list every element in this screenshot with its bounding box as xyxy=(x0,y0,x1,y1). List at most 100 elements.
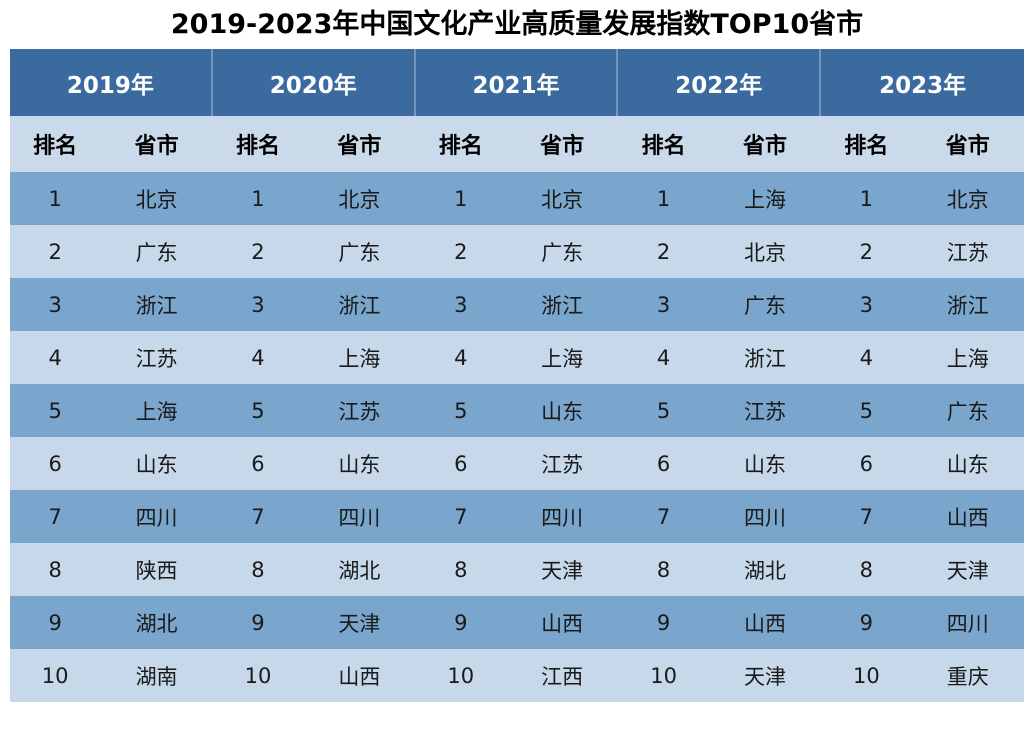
rank-cell: 4 xyxy=(656,345,671,370)
rank-column-header: 排名 xyxy=(33,134,78,159)
province-cell: 广东 xyxy=(541,240,584,265)
rank-cell: 3 xyxy=(48,292,62,317)
page: 2019-2023年中国文化产业高质量发展指数TOP10省市 2019年 202… xyxy=(0,9,1034,702)
rank-cell: 7 xyxy=(656,504,671,529)
province-cell: 山西 xyxy=(541,611,584,636)
province-cell: 江苏 xyxy=(338,399,381,424)
province-cell: 浙江 xyxy=(338,293,381,318)
province-cell: 浙江 xyxy=(946,293,989,318)
rank-cell: 5 xyxy=(251,398,265,423)
rank-cell: 4 xyxy=(859,345,874,370)
province-cell: 江苏 xyxy=(946,240,989,265)
province-cell: 天津 xyxy=(541,558,584,583)
province-cell: 四川 xyxy=(743,505,786,530)
rank-cell: 2 xyxy=(251,239,265,264)
rank-cell: 8 xyxy=(251,557,265,582)
province-cell: 山西 xyxy=(743,611,786,636)
rank-cell: 10 xyxy=(41,663,69,688)
province-cell: 四川 xyxy=(541,505,584,530)
province-cell: 北京 xyxy=(135,187,178,212)
province-cell: 北京 xyxy=(743,240,786,265)
rank-cell: 9 xyxy=(859,610,874,635)
rank-column-header: 排名 xyxy=(438,134,483,159)
rank-cell: 3 xyxy=(454,292,468,317)
year-header-2020: 2020年 xyxy=(213,49,416,116)
rank-cell: 10 xyxy=(244,663,272,688)
province-cell: 上海 xyxy=(743,187,786,212)
table-row: 5 上海 5 江苏 5 山东 5 江苏 5 广东 xyxy=(10,384,1024,437)
province-cell: 山东 xyxy=(743,452,786,477)
rank-cell: 8 xyxy=(656,557,671,582)
province-cell: 山东 xyxy=(946,452,989,477)
province-cell: 山东 xyxy=(135,452,178,477)
province-cell: 湖南 xyxy=(135,664,178,689)
rank-cell: 5 xyxy=(656,398,671,423)
rank-cell: 5 xyxy=(48,398,62,423)
rank-cell: 3 xyxy=(656,292,671,317)
rank-cell: 8 xyxy=(48,557,62,582)
province-cell: 江苏 xyxy=(541,452,584,477)
province-cell: 天津 xyxy=(338,611,381,636)
column-header-row: 排名 省市 排名 省市 排名 省市 排名 省市 排名 省市 xyxy=(10,116,1024,172)
table-row: 7 四川 7 四川 7 四川 7 四川 7 山西 xyxy=(10,490,1024,543)
province-cell: 重庆 xyxy=(946,664,989,689)
rank-cell: 6 xyxy=(454,451,468,476)
province-column-header: 省市 xyxy=(540,134,585,159)
table-row: 6 山东 6 山东 6 江苏 6 山东 6 山东 xyxy=(10,437,1024,490)
rank-cell: 1 xyxy=(251,186,265,211)
rank-cell: 7 xyxy=(251,504,265,529)
rank-cell: 3 xyxy=(859,292,874,317)
province-column-header: 省市 xyxy=(134,134,179,159)
province-cell: 山东 xyxy=(541,399,584,424)
province-cell: 四川 xyxy=(946,611,989,636)
rank-cell: 9 xyxy=(656,610,671,635)
province-cell: 四川 xyxy=(135,505,178,530)
province-cell: 北京 xyxy=(541,187,584,212)
year-header-2019: 2019年 xyxy=(10,49,213,116)
rank-cell: 7 xyxy=(48,504,62,529)
table-row: 2 广东 2 广东 2 广东 2 北京 2 江苏 xyxy=(10,225,1024,278)
year-header-2022: 2022年 xyxy=(618,49,822,116)
table-body: 1 北京 1 北京 1 北京 1 上海 1 北京 2 广东 2 广东 2 广东 2 北京 2 江苏 3 浙江 3 浙江 3 浙江 3… xyxy=(10,172,1024,702)
year-header-2021: 2021年 xyxy=(416,49,619,116)
rank-cell: 8 xyxy=(859,557,874,582)
province-cell: 上海 xyxy=(541,346,584,371)
year-header-2023: 2023年 xyxy=(879,72,967,99)
province-cell: 浙江 xyxy=(135,293,178,318)
province-cell: 浙江 xyxy=(743,346,786,371)
rank-cell: 6 xyxy=(48,451,62,476)
rank-cell: 1 xyxy=(656,186,671,211)
rank-cell: 2 xyxy=(656,239,671,264)
province-cell: 江苏 xyxy=(135,346,178,371)
province-cell: 天津 xyxy=(743,664,786,689)
ranking-table: 2019年 2020年 2021年 2022年 2023年 排名 省市 排名 省市 排名… xyxy=(10,49,1024,702)
rank-cell: 4 xyxy=(48,345,62,370)
province-cell: 山东 xyxy=(338,452,381,477)
province-cell: 湖北 xyxy=(743,558,786,583)
province-cell: 浙江 xyxy=(541,293,584,318)
rank-cell: 6 xyxy=(859,451,874,476)
rank-column-header: 排名 xyxy=(235,134,280,159)
province-column-header: 省市 xyxy=(742,134,787,159)
rank-cell: 4 xyxy=(454,345,468,370)
rank-cell: 2 xyxy=(48,239,62,264)
province-cell: 江西 xyxy=(541,664,584,689)
rank-cell: 9 xyxy=(251,610,265,635)
year-header-row: 2019年 2020年 2021年 2022年 2023年 xyxy=(10,49,1024,116)
rank-cell: 4 xyxy=(251,345,265,370)
province-cell: 广东 xyxy=(135,240,178,265)
province-cell: 湖北 xyxy=(338,558,381,583)
rank-cell: 6 xyxy=(656,451,671,476)
rank-cell: 2 xyxy=(454,239,468,264)
province-cell: 陕西 xyxy=(135,558,178,583)
rank-cell: 9 xyxy=(454,610,468,635)
rank-cell: 1 xyxy=(859,186,874,211)
province-cell: 山西 xyxy=(338,664,381,689)
province-cell: 广东 xyxy=(946,399,989,424)
province-cell: 广东 xyxy=(743,293,786,318)
province-cell: 上海 xyxy=(135,399,178,424)
rank-cell: 6 xyxy=(251,451,265,476)
rank-cell: 10 xyxy=(447,663,475,688)
province-column-header: 省市 xyxy=(945,134,990,159)
rank-cell: 10 xyxy=(853,663,880,688)
